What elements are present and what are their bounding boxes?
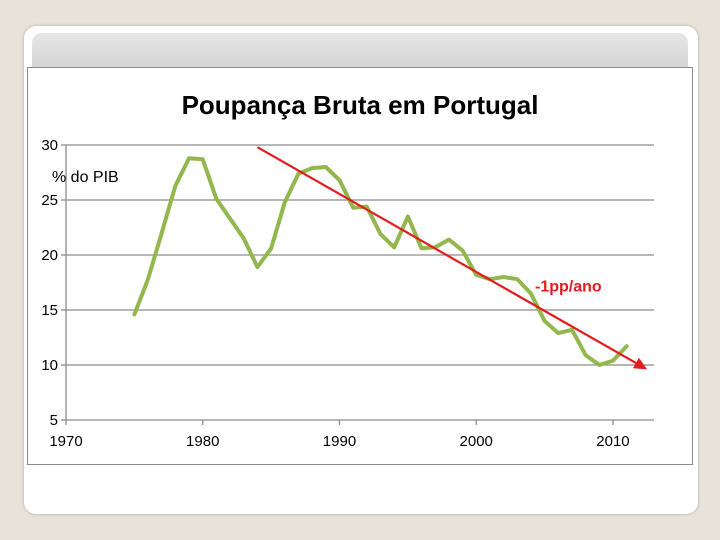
- trend-layer: [256, 146, 648, 370]
- chart-svg: Poupança Bruta em Portugal 5 10 15 20 25 30 19…: [41, 90, 654, 450]
- trend-annotation: -1pp/ano: [535, 278, 602, 295]
- y-tick-label: 20: [41, 247, 58, 264]
- series-layer: [132, 156, 629, 367]
- y-tick-label: 10: [41, 357, 58, 374]
- grid-layer: [66, 144, 654, 421]
- annotation-layer: -1pp/ano: [535, 278, 602, 295]
- series-line-0: [132, 156, 629, 367]
- chart-title: Poupança Bruta em Portugal: [182, 90, 539, 120]
- x-tick-label: 2000: [460, 433, 493, 450]
- x-tick-label: 1980: [186, 433, 219, 450]
- y-tick-label: 15: [41, 302, 58, 319]
- trend-line: [256, 146, 637, 364]
- y-tick-label: 25: [41, 192, 58, 209]
- y-tick-label: 30: [41, 137, 58, 154]
- axis-layer: 5 10 15 20 25 30 1970 1980 1990 2000 2010: [41, 137, 629, 450]
- y-tick-label: 5: [50, 412, 58, 429]
- slide-header-bar: [32, 33, 688, 69]
- chart-frame: Poupança Bruta em Portugal 5 10 15 20 25 30 19…: [27, 67, 693, 465]
- x-tick-label: 2010: [596, 433, 629, 450]
- y-axis-label: % do PIB: [52, 169, 119, 186]
- x-tick-label: 1970: [49, 433, 82, 450]
- x-tick-label: 1990: [323, 433, 356, 450]
- trend-arrowhead: [632, 357, 648, 370]
